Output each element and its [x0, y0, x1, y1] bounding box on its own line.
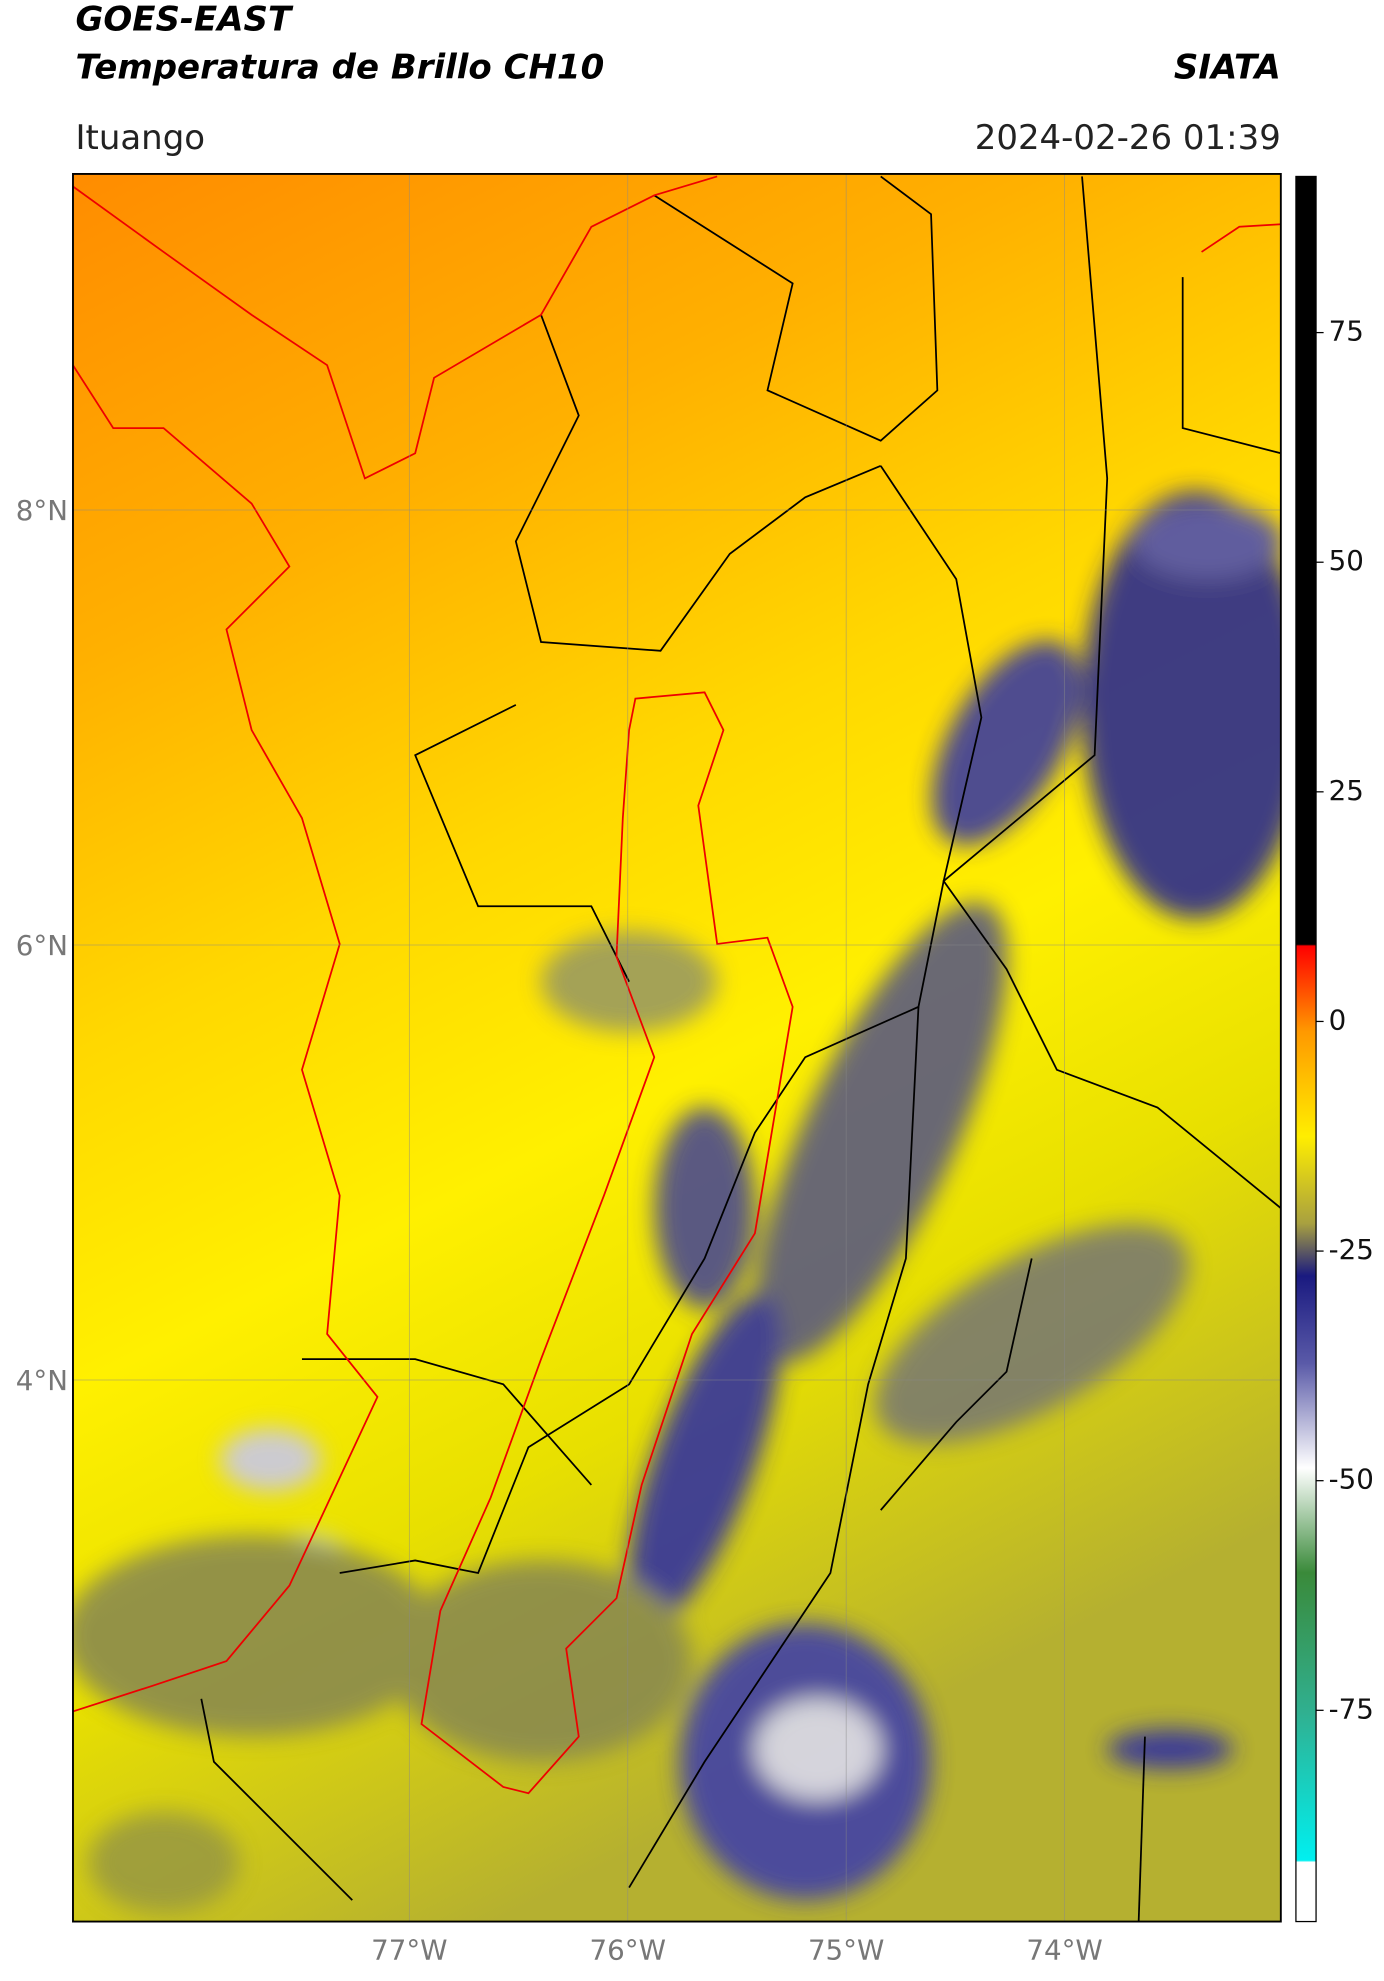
lon-tick-label: 77°W [371, 1933, 447, 1966]
colorbar-tick-label: 75 [1329, 315, 1364, 348]
colorbar-tick-label: 0 [1329, 1003, 1347, 1036]
region: Ituango [75, 118, 205, 158]
lat-tick-label: 4°N [16, 1364, 68, 1397]
colorbar [1295, 175, 1317, 1923]
colorbar-tick-label: -75 [1329, 1692, 1374, 1725]
colorbar-tick-label: -25 [1329, 1233, 1374, 1266]
datetime: 2024-02-26 01:39 [975, 118, 1281, 158]
satellite: GOES-EAST [75, 0, 293, 40]
lon-tick-label: 75°W [808, 1933, 884, 1966]
lat-tick-label: 6°N [16, 929, 68, 962]
agency: SIATA [1174, 47, 1281, 87]
lon-tick-label: 74°W [1026, 1933, 1102, 1966]
map-image [72, 173, 1281, 1922]
map-frame [72, 172, 1282, 1923]
colorbar-tick-label: 25 [1329, 774, 1364, 807]
colorbar-tick-label: -50 [1329, 1463, 1374, 1496]
colorbar-tick-label: 50 [1329, 544, 1364, 577]
lon-tick-label: 76°W [590, 1933, 666, 1966]
lat-tick-label: 8°N [16, 494, 68, 527]
product: Temperatura de Brillo CH10 [75, 47, 604, 87]
